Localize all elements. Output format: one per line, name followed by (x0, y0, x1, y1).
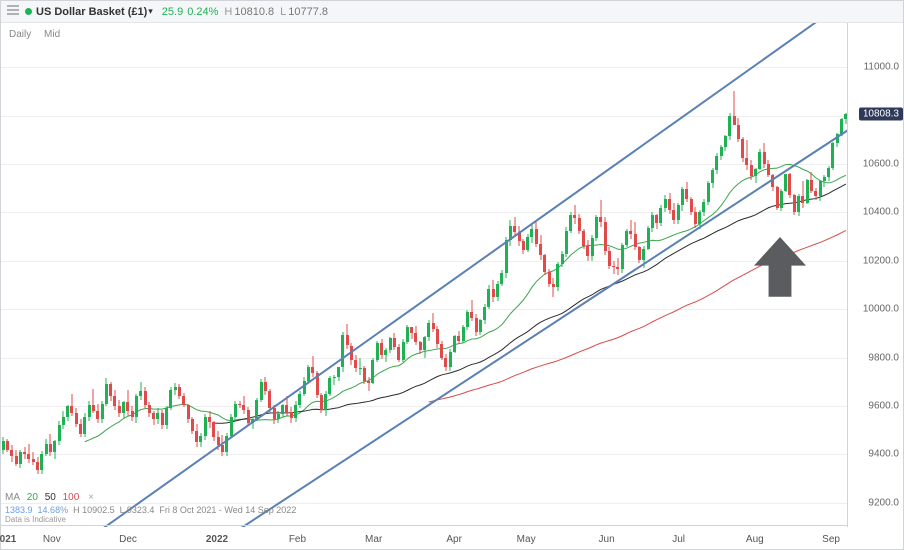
ma-legend: MA 20 50 100 × (5, 492, 94, 503)
status-dot-icon (25, 8, 32, 15)
high-label: H10810.8 (224, 6, 274, 18)
ma20-label[interactable]: 20 (27, 492, 38, 503)
price-change-pct: 0.24% (187, 6, 218, 18)
price-change: 25.9 (162, 6, 183, 18)
y-tick-label: 11000.0 (864, 62, 899, 73)
instrument-title[interactable]: US Dollar Basket (£1) (36, 6, 147, 18)
annotation-arrow-icon (754, 237, 806, 302)
y-tick-label: 9200.0 (868, 497, 899, 508)
y-tick-label: 10800.0 (863, 110, 899, 121)
chart-window: US Dollar Basket (£1) ▾ 25.9 0.24% H1081… (0, 0, 904, 550)
x-tick-label: Mar (365, 534, 382, 545)
x-tick-label: Nov (43, 534, 61, 545)
y-tick-label: 9800.0 (868, 352, 899, 363)
ma50-label[interactable]: 50 (45, 492, 56, 503)
x-tick-label: Jul (672, 534, 685, 545)
x-tick-label: Dec (119, 534, 137, 545)
x-tick-label: Sep (822, 534, 840, 545)
y-tick-label: 10400.0 (863, 207, 899, 218)
x-tick-label: May (517, 534, 536, 545)
ma100-label[interactable]: 100 (63, 492, 80, 503)
x-tick-label: 2022 (206, 534, 228, 545)
ma-close-icon[interactable]: × (88, 492, 94, 503)
x-tick-label: Aug (746, 534, 764, 545)
y-tick-label: 10000.0 (863, 304, 899, 315)
x-axis: 2021 Nov Dec 2022 Feb Mar Apr May Jun Jul Aug Sep (1, 525, 848, 549)
x-tick-label: Feb (289, 534, 306, 545)
x-tick-label: Jun (599, 534, 615, 545)
menu-icon[interactable] (7, 5, 19, 18)
low-label: L10777.8 (280, 6, 328, 18)
y-tick-label: 9600.0 (868, 401, 899, 412)
x-tick-label: Apr (446, 534, 462, 545)
y-axis: 9200.0 9400.0 9600.0 9800.0 10000.0 10200.0 10… (847, 23, 903, 527)
chart-plot-area[interactable] (1, 23, 848, 527)
chart-header: US Dollar Basket (£1) ▾ 25.9 0.24% H1081… (1, 1, 903, 23)
data-indicative-label: Data is Indicative (5, 515, 66, 524)
y-tick-label: 10600.0 (863, 159, 899, 170)
dropdown-icon[interactable]: ▾ (148, 6, 153, 17)
y-tick-label: 10200.0 (863, 255, 899, 266)
y-tick-label: 9400.0 (868, 449, 899, 460)
ma-legend-line2: 1383.9 14.68% H 10902.5 L 9323.4 Fri 8 O… (5, 505, 296, 515)
x-tick-label: 2021 (0, 534, 16, 545)
